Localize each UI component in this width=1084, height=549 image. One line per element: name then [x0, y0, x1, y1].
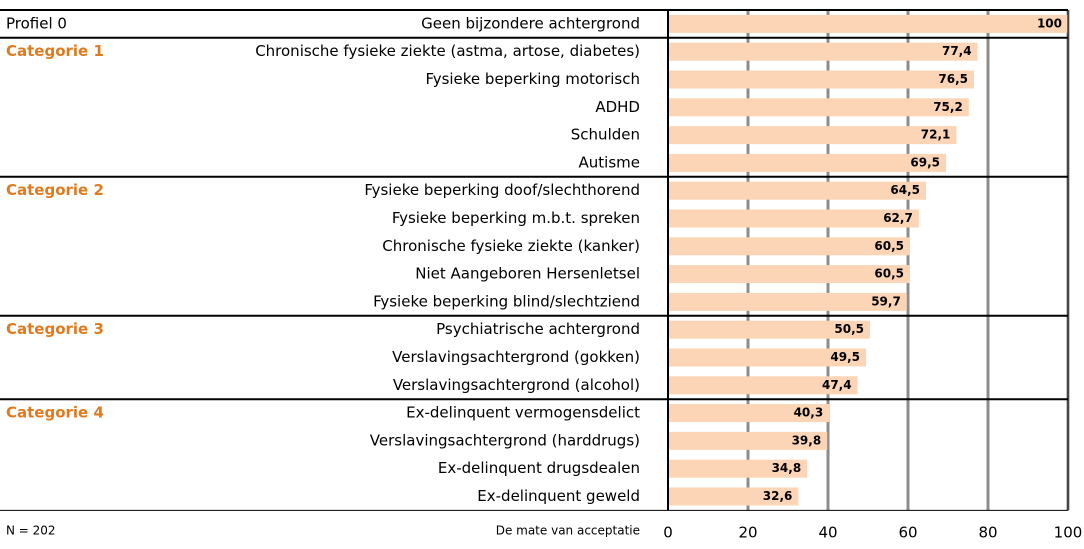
bar — [668, 265, 910, 284]
value-label: 32,6 — [763, 489, 793, 503]
value-label: 60,5 — [874, 267, 904, 281]
category-label: Fysieke beperking doof/slechthorend — [364, 181, 640, 199]
value-label: 40,3 — [794, 406, 824, 420]
value-label: 75,2 — [933, 100, 963, 114]
category-label: Geen bijzondere achtergrond — [421, 14, 640, 32]
bar — [668, 70, 974, 89]
x-tick-label: 60 — [898, 524, 917, 542]
value-label: 60,5 — [874, 239, 904, 253]
x-tick-label: 100 — [1054, 524, 1083, 542]
x-tick-label: 20 — [738, 524, 757, 542]
x-tick-label: 80 — [978, 524, 997, 542]
bar — [668, 376, 858, 395]
value-label: 50,5 — [834, 322, 864, 336]
category-label: Fysieke beperking blind/slechtziend — [373, 292, 640, 310]
category-label: Verslavingsachtergrond (gokken) — [392, 348, 640, 366]
value-label: 49,5 — [830, 350, 860, 364]
value-label: 34,8 — [772, 461, 802, 475]
bar — [668, 459, 808, 478]
value-label: 76,5 — [938, 72, 968, 86]
value-label: 47,4 — [822, 378, 852, 392]
value-label: 64,5 — [890, 183, 920, 197]
category-label: Ex-delinquent geweld — [477, 487, 640, 505]
category-label: ADHD — [595, 98, 640, 116]
category-label: Schulden — [571, 126, 640, 144]
value-label: 39,8 — [792, 433, 822, 447]
group-label: Categorie 4 — [6, 404, 104, 422]
value-label: 59,7 — [871, 294, 901, 308]
group-label: Categorie 1 — [6, 42, 104, 60]
x-tick-label: 40 — [818, 524, 837, 542]
value-label: 69,5 — [910, 155, 940, 169]
bar — [668, 14, 1068, 33]
bar — [668, 292, 907, 311]
x-axis-label: De mate van acceptatie — [496, 524, 640, 538]
bar — [668, 431, 828, 450]
category-label: Niet Aangeboren Hersenletsel — [415, 265, 640, 283]
bar — [668, 209, 919, 228]
bar — [668, 42, 978, 61]
category-label: Verslavingsachtergrond (harddrugs) — [370, 431, 640, 449]
category-label: Psychiatrische achtergrond — [436, 320, 640, 338]
bar — [668, 487, 799, 506]
bar — [668, 404, 830, 423]
bar — [668, 181, 926, 200]
bar — [668, 153, 946, 172]
bar — [668, 126, 957, 145]
category-label: Ex-delinquent vermogensdelict — [406, 404, 640, 422]
value-label: 77,4 — [942, 44, 972, 58]
value-label: 62,7 — [883, 211, 913, 225]
category-label: Chronische fysieke ziekte (astma, artose… — [255, 42, 640, 60]
bar — [668, 320, 870, 339]
bar — [668, 348, 866, 367]
group-label: Categorie 2 — [6, 181, 104, 199]
category-label: Autisme — [579, 153, 640, 171]
group-label: Categorie 3 — [6, 320, 104, 338]
value-label: 100 — [1037, 16, 1062, 30]
x-tick-label: 0 — [663, 524, 673, 542]
bar — [668, 237, 910, 256]
category-label: Chronische fysieke ziekte (kanker) — [382, 237, 640, 255]
bar — [668, 98, 969, 117]
category-label: Verslavingsachtergrond (alcohol) — [393, 376, 640, 394]
category-label: Ex-delinquent drugsdealen — [438, 459, 640, 477]
value-label: 72,1 — [921, 128, 951, 142]
note: N = 202 — [6, 524, 56, 538]
group-label: Profiel 0 — [6, 14, 67, 32]
category-label: Fysieke beperking m.b.t. spreken — [392, 209, 640, 227]
category-label: Fysieke beperking motorisch — [425, 70, 640, 88]
